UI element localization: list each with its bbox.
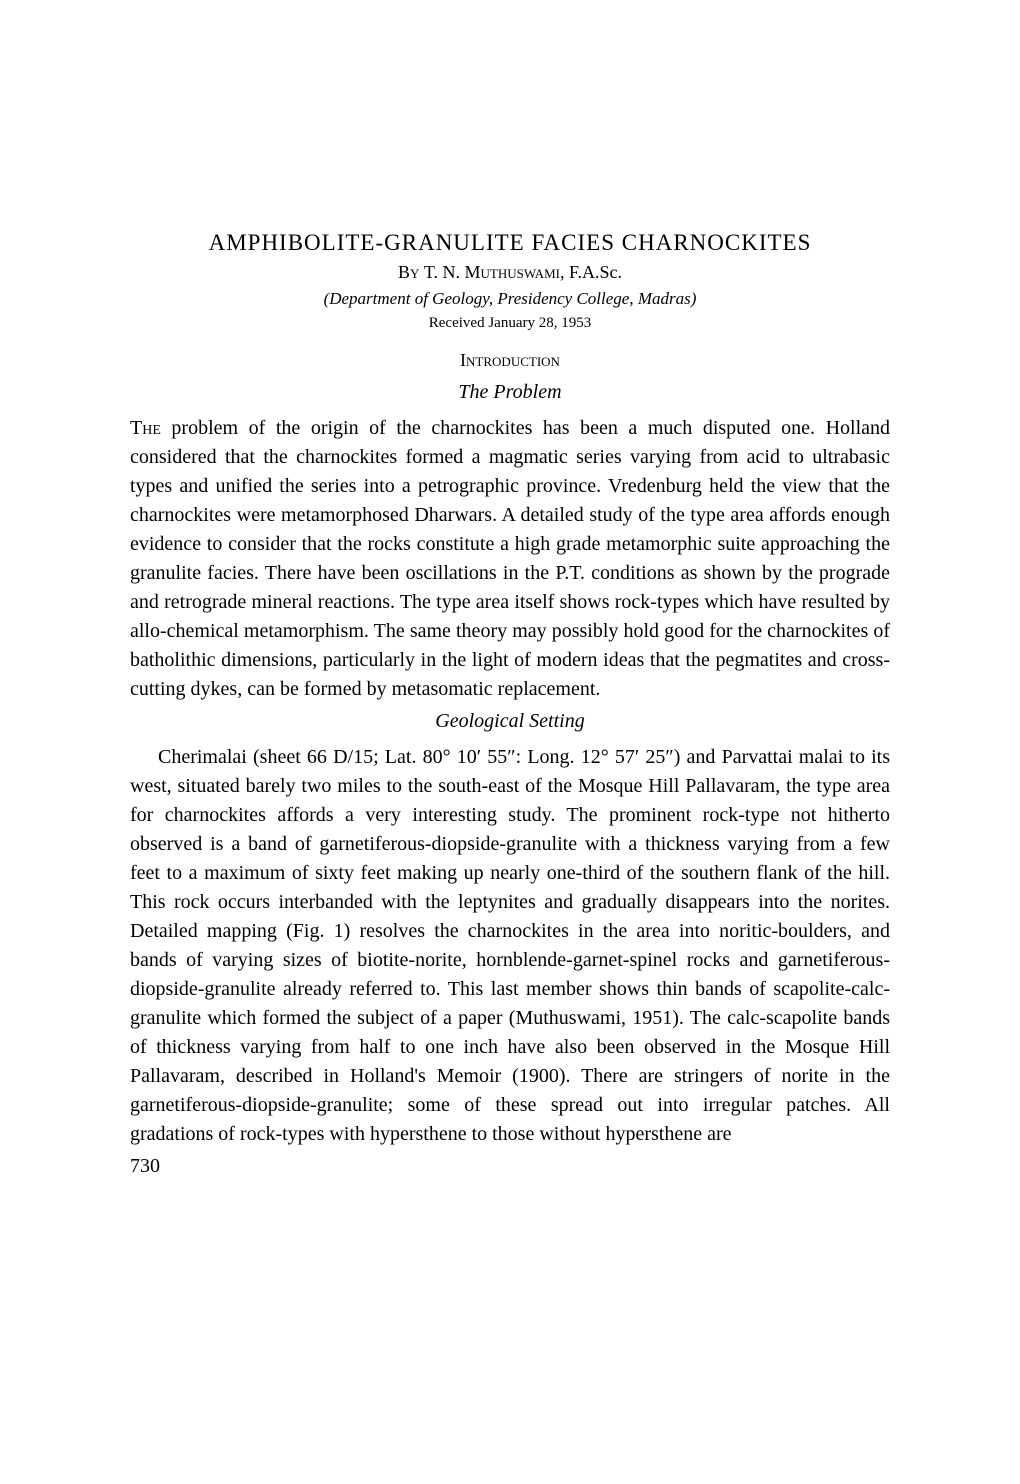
affiliation: (Department of Geology, Presidency Colle… bbox=[130, 289, 890, 309]
paragraph-1: The problem of the origin of the charnoc… bbox=[130, 414, 890, 704]
subsection-the-problem: The Problem bbox=[130, 381, 890, 404]
paragraph-1-text: problem of the origin of the charnockite… bbox=[130, 417, 890, 700]
subsection-geological-setting: Geological Setting bbox=[130, 710, 890, 733]
section-heading-introduction: Introduction bbox=[130, 350, 890, 371]
author-by: By bbox=[398, 262, 419, 282]
author-name: T. N. Muthuswami, bbox=[424, 262, 565, 282]
received-date: Received January 28, 1953 bbox=[130, 315, 890, 332]
paragraph-2: Cherimalai (sheet 66 D/15; Lat. 80° 10′ … bbox=[130, 743, 890, 1149]
author-line: By T. N. Muthuswami, F.A.Sc. bbox=[130, 262, 890, 283]
paper-title: AMPHIBOLITE-GRANULITE FACIES CHARNOCKITE… bbox=[130, 230, 890, 256]
first-word: The bbox=[130, 417, 161, 439]
page-number: 730 bbox=[130, 1155, 890, 1178]
author-suffix: F.A.Sc. bbox=[569, 262, 622, 282]
